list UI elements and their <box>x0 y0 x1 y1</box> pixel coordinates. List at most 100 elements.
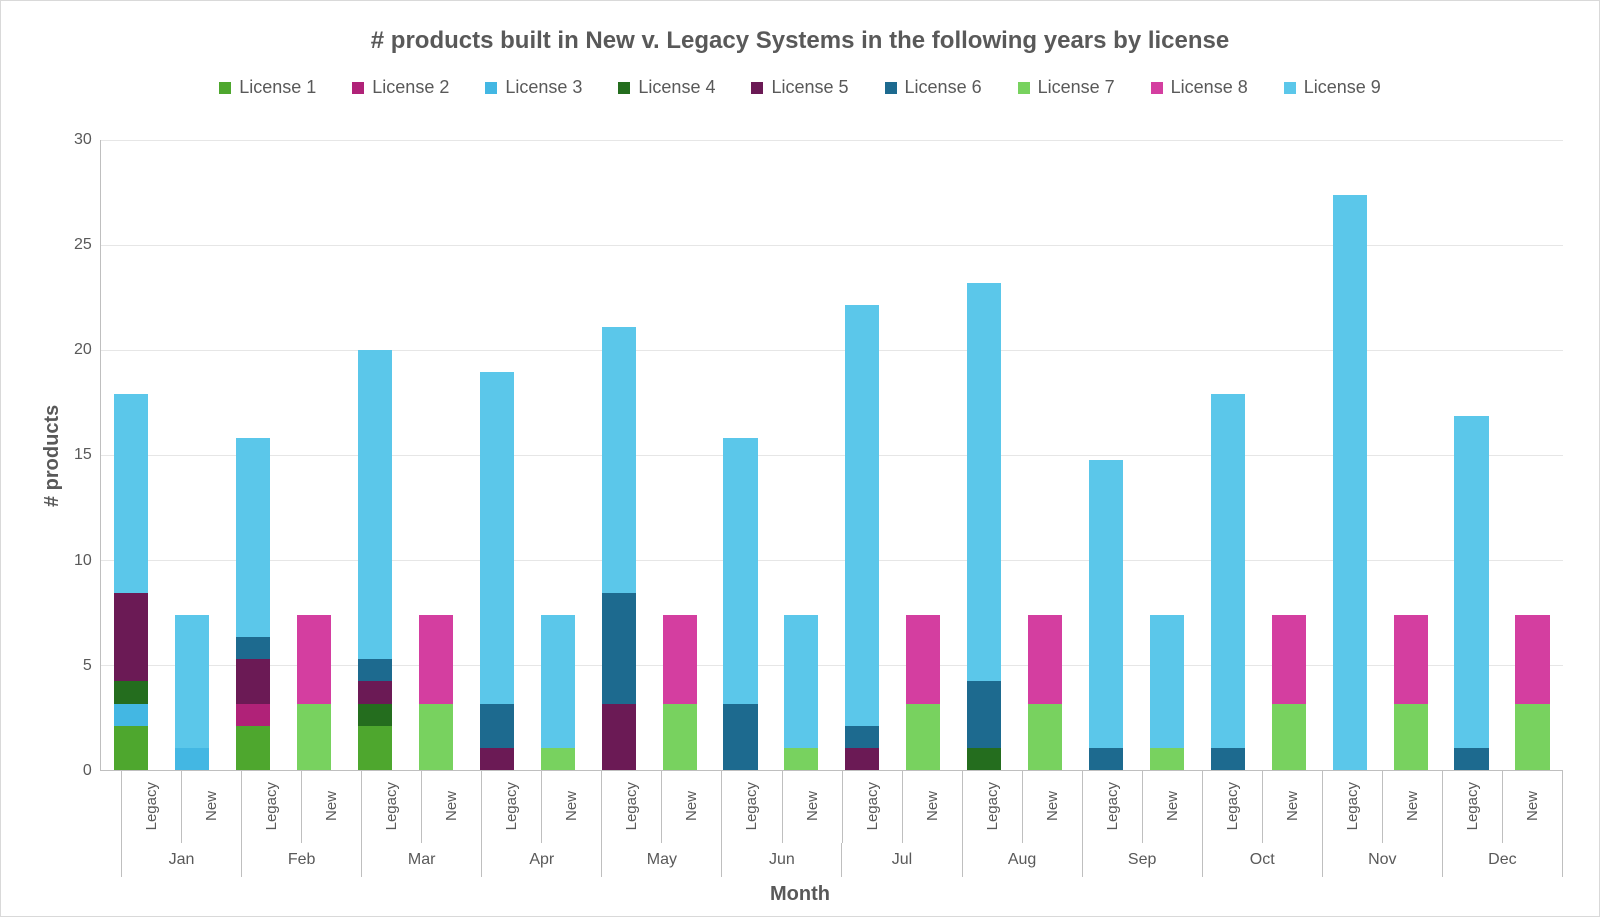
bar-segment <box>602 327 636 593</box>
bar-segment <box>419 704 453 770</box>
legend-label: License 4 <box>638 77 715 98</box>
bar-segment <box>236 704 270 726</box>
x-category-label: Legacy <box>362 771 422 843</box>
legend-item: License 3 <box>485 77 582 98</box>
bar-segment <box>297 704 331 770</box>
legend-label: License 1 <box>239 77 316 98</box>
legend-swatch <box>1018 82 1030 94</box>
bar-segment <box>1515 615 1549 704</box>
stacked-bar <box>602 327 636 770</box>
legend-swatch <box>1151 82 1163 94</box>
legend-swatch <box>618 82 630 94</box>
stacked-bar <box>1272 615 1306 770</box>
x-month-label: Aug <box>963 843 1083 877</box>
bar-segment <box>845 305 879 726</box>
bar-segment <box>236 637 270 659</box>
stacked-bar <box>967 283 1001 770</box>
stacked-bar <box>784 615 818 770</box>
x-month-label: Mar <box>362 843 482 877</box>
bar-segment <box>784 615 818 748</box>
x-month-label: Sep <box>1083 843 1203 877</box>
x-month-label: Apr <box>482 843 602 877</box>
stacked-bar <box>906 615 940 770</box>
x-category-label: Legacy <box>963 771 1023 843</box>
legend-label: License 7 <box>1038 77 1115 98</box>
x-category-label: New <box>422 771 482 843</box>
x-category-label: New <box>1143 771 1203 843</box>
bar-segment <box>541 615 575 748</box>
x-category-label: Legacy <box>482 771 542 843</box>
bar-group <box>893 140 954 770</box>
bar-segment <box>1272 615 1306 704</box>
stacked-bar <box>1150 615 1184 770</box>
bar-segment <box>419 615 453 704</box>
bar-segment <box>1394 615 1428 704</box>
bar-segment <box>602 704 636 770</box>
stacked-bar <box>1089 460 1123 770</box>
x-category-label: Legacy <box>843 771 903 843</box>
chart-legend: License 1 License 2 License 3 License 4 Lice… <box>37 77 1563 98</box>
bars-container <box>101 140 1563 770</box>
x-month-label: Feb <box>242 843 362 877</box>
bar-segment <box>1272 704 1306 770</box>
bar-group <box>1502 140 1563 770</box>
bar-segment <box>906 704 940 770</box>
x-month-label: Dec <box>1443 843 1563 877</box>
legend-label: License 5 <box>771 77 848 98</box>
stacked-bar <box>480 372 514 770</box>
bar-segment <box>663 704 697 770</box>
bar-segment <box>723 438 757 704</box>
legend-item: License 6 <box>885 77 982 98</box>
stacked-bar <box>1333 195 1367 770</box>
axis-spacer <box>37 771 121 843</box>
bar-segment <box>967 681 1001 747</box>
stacked-bar <box>1454 416 1488 770</box>
legend-item: License 4 <box>618 77 715 98</box>
legend-label: License 6 <box>905 77 982 98</box>
bar-segment <box>480 704 514 748</box>
bar-group <box>466 140 527 770</box>
bar-segment <box>358 681 392 703</box>
bar-segment <box>663 615 697 704</box>
legend-label: License 2 <box>372 77 449 98</box>
bar-group <box>284 140 345 770</box>
bar-group <box>1319 140 1380 770</box>
x-category-label: Legacy <box>121 771 182 843</box>
x-category-label: New <box>1383 771 1443 843</box>
bar-segment <box>1028 615 1062 704</box>
legend-item: License 9 <box>1284 77 1381 98</box>
bar-segment <box>541 748 575 770</box>
bar-segment <box>358 659 392 681</box>
stacked-bar <box>236 438 270 770</box>
bar-segment <box>297 615 331 704</box>
stacked-bar <box>419 615 453 770</box>
bar-segment <box>1333 195 1367 770</box>
x-month-label: Nov <box>1323 843 1443 877</box>
x-axis-months: JanFebMarAprMayJunJulAugSepOctNovDec <box>37 843 1563 877</box>
bar-group <box>223 140 284 770</box>
stacked-bar <box>175 615 209 770</box>
bar-segment <box>845 726 879 748</box>
x-category-label: Legacy <box>1203 771 1263 843</box>
x-category-label: Legacy <box>1443 771 1503 843</box>
bar-group <box>344 140 405 770</box>
bar-group <box>101 140 162 770</box>
legend-swatch <box>219 82 231 94</box>
bar-segment <box>175 615 209 748</box>
legend-item: License 5 <box>751 77 848 98</box>
x-category-label: New <box>783 771 843 843</box>
stacked-bar <box>723 438 757 770</box>
bar-group <box>588 140 649 770</box>
bar-segment <box>114 704 148 726</box>
legend-swatch <box>1284 82 1296 94</box>
y-axis-label: # products <box>37 140 68 771</box>
bar-segment <box>906 615 940 704</box>
legend-item: License 8 <box>1151 77 1248 98</box>
x-category-label: Legacy <box>602 771 662 843</box>
chart-container: # products built in New v. Legacy System… <box>0 0 1600 917</box>
stacked-bar <box>1515 615 1549 770</box>
chart-title: # products built in New v. Legacy System… <box>37 27 1563 55</box>
x-axis-label: Month <box>37 877 1563 908</box>
x-category-label: Legacy <box>722 771 782 843</box>
bar-segment <box>1089 748 1123 770</box>
